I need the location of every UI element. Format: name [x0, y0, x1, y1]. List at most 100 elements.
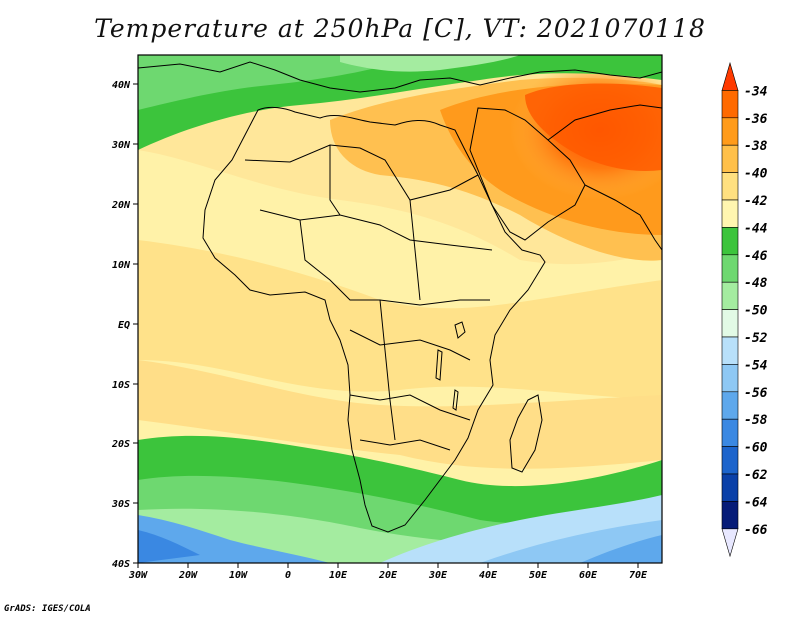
border-congo	[349, 329, 471, 361]
colorbar-label: -36	[744, 112, 768, 127]
border-central	[299, 219, 490, 306]
x-tick: 20W	[178, 563, 198, 581]
colorbar-cell	[721, 254, 739, 283]
x-tick-label: 40E	[479, 570, 498, 581]
y-tick-label: 20S	[111, 439, 130, 450]
colorbar-bottom-arrow	[721, 528, 739, 558]
colorbar-label: -38	[744, 139, 768, 154]
y-tick-label: EQ	[118, 320, 130, 331]
x-tick-label: 0	[285, 570, 291, 581]
border-south	[359, 439, 451, 451]
y-tick: 20N	[111, 200, 138, 211]
colorbar-cell	[721, 172, 739, 201]
x-tick: 60E	[579, 563, 598, 581]
colorbar-cell	[721, 446, 739, 475]
india-coast	[584, 184, 662, 251]
colorbar-cell	[721, 473, 739, 502]
x-tick-label: 50E	[529, 570, 548, 581]
lake-tanganyika	[435, 349, 443, 381]
colorbar-cell	[721, 281, 739, 310]
x-tick-label: 30E	[428, 570, 448, 581]
colorbar: -34 -36 -38 -40 -42 -44 -46 -48 -50 -52 -54 -56 -58 -…	[721, 61, 768, 558]
map-title: Temperature at 250hPa [C], VT: 202107011…	[94, 14, 706, 43]
europe-coast	[138, 61, 662, 93]
temperature-field	[138, 55, 662, 563]
y-tick-label: 30N	[111, 140, 131, 151]
border-vertical-2	[329, 145, 341, 216]
colorbar-label: -54	[744, 358, 768, 373]
border-sahara	[244, 144, 479, 201]
x-tick-label: 30W	[128, 570, 148, 581]
coastlines	[138, 61, 662, 533]
colorbar-label: -48	[744, 276, 768, 291]
x-tick-label: 10W	[229, 570, 248, 581]
africa-coast	[202, 106, 546, 533]
madagascar-coast	[509, 394, 543, 473]
colorbar-cell	[721, 364, 739, 393]
colorbar-cell	[721, 227, 739, 256]
border-vertical-1	[409, 199, 421, 301]
arabia-coast	[469, 107, 586, 241]
lake-victoria	[454, 321, 466, 339]
field-blue-se-deep	[580, 535, 662, 563]
colorbar-label: -42	[744, 194, 768, 209]
x-tick: 30W	[128, 563, 148, 581]
x-tick-label: 20E	[378, 570, 398, 581]
colorbar-label: -44	[744, 221, 768, 236]
colorbar-label: -64	[744, 495, 768, 510]
field-green-north-light	[138, 55, 420, 110]
colorbar-cell	[721, 418, 739, 447]
y-tick: 40N	[112, 80, 138, 91]
y-tick: 40S	[112, 559, 138, 570]
colorbar-label: -60	[744, 441, 768, 456]
y-tick-label: 10N	[112, 260, 131, 271]
border-south-central	[349, 394, 471, 421]
y-tick-label: 30S	[111, 499, 130, 510]
border-vertical-3	[379, 299, 396, 441]
y-tick: EQ	[118, 320, 138, 331]
colorbar-label: -52	[744, 331, 768, 346]
colorbar-label: -56	[744, 386, 768, 401]
x-tick: 10E	[329, 563, 348, 581]
map-frame	[137, 54, 663, 564]
y-tick-label: 20N	[111, 200, 131, 211]
colorbar-cell	[721, 501, 739, 530]
field-orange-tropics	[138, 240, 662, 400]
colorbar-cell	[721, 199, 739, 228]
colorbar-cell	[721, 117, 739, 146]
y-tick-label: 40S	[112, 559, 130, 570]
colorbar-cell	[721, 144, 739, 173]
colorbar-label: -46	[744, 249, 768, 264]
colorbar-label: -50	[744, 304, 768, 319]
x-tick: 30E	[428, 563, 448, 581]
x-axis: 30W 20W 10W 0 10E 20E 30E 40E 50E 60E 70…	[128, 563, 648, 581]
x-tick: 40E	[479, 563, 498, 581]
field-orange-south	[138, 360, 662, 469]
colorbar-label: -58	[744, 413, 768, 428]
x-tick-label: 60E	[579, 570, 598, 581]
x-tick: 10W	[229, 563, 248, 581]
y-tick: 20S	[111, 439, 138, 450]
x-tick: 0	[285, 563, 291, 581]
x-tick-label: 70E	[629, 570, 648, 581]
lake-malawi	[452, 389, 459, 411]
field-core	[525, 83, 662, 171]
colorbar-label: -62	[744, 468, 768, 483]
x-tick: 50E	[529, 563, 548, 581]
field-green-north-pale	[340, 55, 520, 72]
colorbar-label: -66	[744, 523, 768, 538]
colorbar-cell	[721, 336, 739, 365]
x-tick-label: 10E	[329, 570, 348, 581]
asia-coast	[547, 104, 662, 141]
colorbar-top-arrow	[721, 61, 739, 91]
colorbar-label: -34	[744, 84, 768, 99]
y-tick: 30S	[111, 499, 138, 510]
y-axis: 40N 30N 20N 10N EQ 10S 20S 30S	[111, 80, 138, 570]
colorbar-cell	[721, 391, 739, 420]
credit-footer: GrADS: IGES/COLA	[4, 604, 91, 614]
y-tick-label: 10S	[112, 380, 130, 391]
y-tick: 30N	[111, 140, 138, 151]
field-blue-sw-deep	[138, 530, 200, 563]
y-tick-label: 40N	[112, 80, 131, 91]
